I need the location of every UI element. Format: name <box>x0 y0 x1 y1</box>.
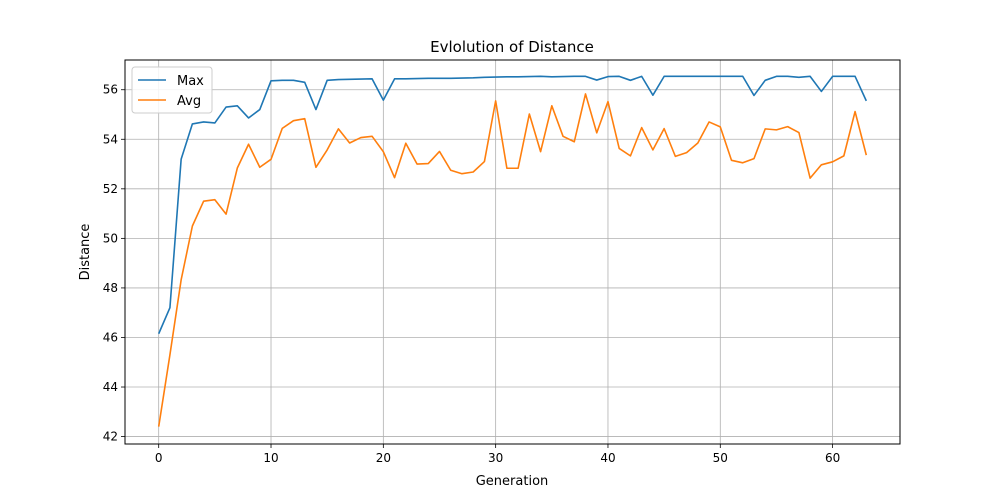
x-tick-label: 10 <box>263 451 278 465</box>
y-tick-label: 56 <box>103 83 118 97</box>
y-tick-label: 50 <box>103 231 118 245</box>
y-tick-label: 52 <box>103 182 118 196</box>
x-tick-label: 50 <box>713 451 728 465</box>
y-axis: 42 44 46 48 50 52 54 56 <box>103 83 125 444</box>
legend: Max Avg <box>131 66 213 114</box>
legend-box <box>131 66 213 114</box>
x-axis: 0 10 20 30 40 50 60 <box>155 444 840 465</box>
x-axis-label: Generation <box>476 474 549 489</box>
y-axis-label: Distance <box>78 224 93 281</box>
chart-title: Evlolution of Distance <box>430 38 594 56</box>
x-tick-label: 60 <box>825 451 840 465</box>
legend-label-max: Max <box>177 74 204 89</box>
y-tick-label: 44 <box>103 380 118 394</box>
y-tick-label: 46 <box>103 330 118 344</box>
grid <box>125 60 900 444</box>
plot-frame <box>124 59 901 445</box>
series-line-max <box>157 75 868 335</box>
x-tick-label: 20 <box>376 451 391 465</box>
y-tick-label: 54 <box>103 132 118 146</box>
x-tick-label: 0 <box>155 451 163 465</box>
series-line-avg <box>157 93 868 427</box>
x-tick-label: 40 <box>600 451 615 465</box>
x-tick-label: 30 <box>488 451 503 465</box>
y-tick-label: 48 <box>103 281 118 295</box>
series-layer <box>157 75 868 427</box>
y-tick-label: 42 <box>103 430 118 444</box>
legend-label-avg: Avg <box>177 94 201 109</box>
